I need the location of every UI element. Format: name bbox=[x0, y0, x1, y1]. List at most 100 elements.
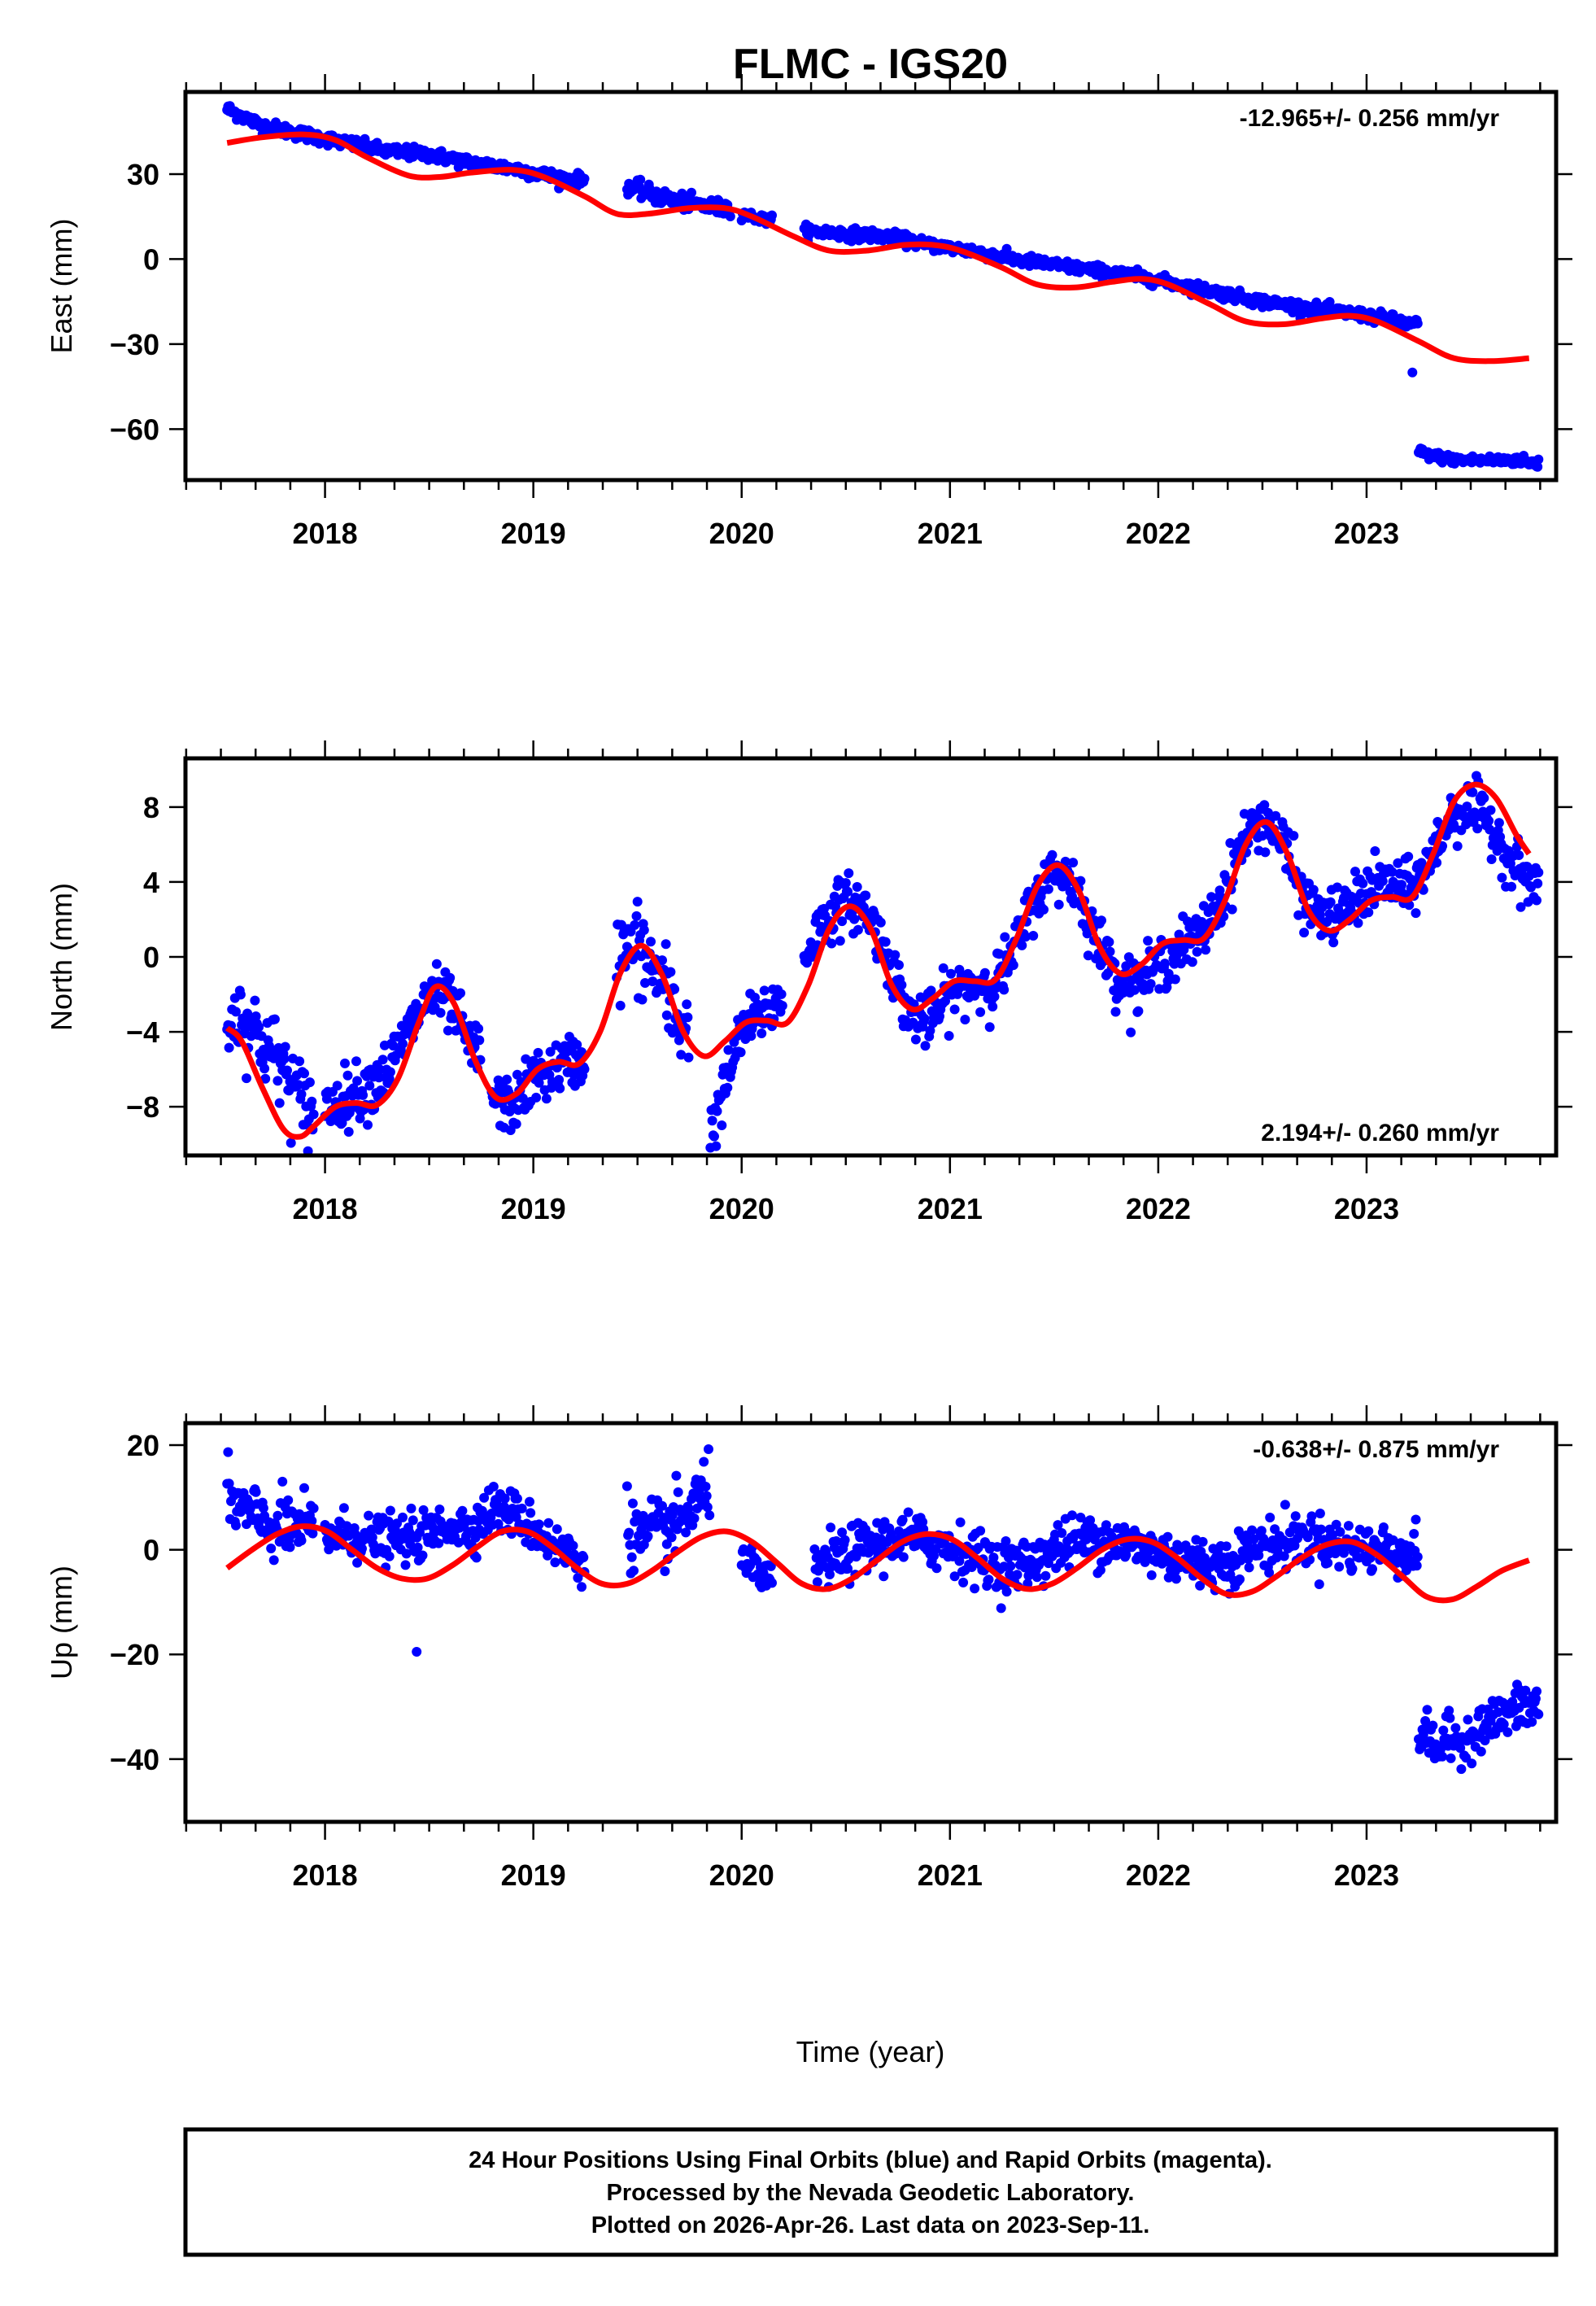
data-point bbox=[632, 897, 643, 907]
data-point bbox=[626, 1552, 637, 1562]
data-point bbox=[431, 959, 442, 969]
x-tick-label: 2020 bbox=[709, 1192, 774, 1225]
data-point bbox=[304, 1077, 315, 1088]
data-point bbox=[707, 1116, 717, 1126]
data-point bbox=[812, 1577, 822, 1588]
data-point bbox=[366, 1524, 377, 1535]
data-point bbox=[1227, 904, 1237, 915]
data-point bbox=[1001, 1587, 1012, 1597]
data-point bbox=[342, 1521, 352, 1531]
x-tick-label: 2021 bbox=[918, 517, 983, 550]
data-point bbox=[676, 1050, 687, 1060]
data-point bbox=[919, 1013, 930, 1024]
data-point bbox=[682, 999, 692, 1010]
data-point bbox=[517, 1503, 527, 1513]
data-point bbox=[1110, 1007, 1121, 1017]
data-point bbox=[242, 1073, 251, 1084]
data-point bbox=[1450, 1723, 1461, 1733]
y-tick-label: −60 bbox=[110, 413, 159, 446]
data-point bbox=[1040, 1570, 1051, 1581]
data-point bbox=[1145, 979, 1156, 989]
y-axis-label: Up (mm) bbox=[45, 1566, 78, 1679]
data-point bbox=[1507, 1697, 1518, 1707]
data-point bbox=[296, 1089, 307, 1099]
data-point bbox=[1527, 1717, 1537, 1727]
y-tick-label: −40 bbox=[110, 1743, 159, 1776]
data-point bbox=[839, 1535, 850, 1545]
data-point bbox=[273, 1076, 283, 1086]
x-tick-label: 2023 bbox=[1334, 517, 1399, 550]
data-point bbox=[1097, 915, 1106, 926]
data-point bbox=[1039, 904, 1049, 915]
data-point bbox=[1502, 1727, 1513, 1737]
x-tick-label: 2023 bbox=[1334, 1192, 1399, 1225]
data-point bbox=[1195, 1580, 1206, 1591]
data-point bbox=[231, 1007, 241, 1017]
data-point bbox=[875, 917, 886, 928]
data-point bbox=[657, 955, 667, 966]
data-point bbox=[1289, 831, 1299, 841]
data-point bbox=[299, 1068, 309, 1079]
data-point bbox=[1334, 1561, 1345, 1572]
data-point bbox=[342, 1070, 353, 1081]
x-tick-label: 2023 bbox=[1334, 1858, 1399, 1892]
data-point bbox=[1264, 1567, 1275, 1578]
data-point bbox=[363, 1120, 373, 1130]
data-point bbox=[849, 914, 860, 924]
data-point bbox=[1438, 1725, 1449, 1736]
data-point bbox=[988, 1002, 998, 1012]
x-tick-label: 2018 bbox=[293, 1858, 358, 1892]
velocity-rate-label: 2.194+/- 0.260 mm/yr bbox=[1261, 1120, 1499, 1146]
data-point bbox=[577, 1047, 587, 1057]
data-point bbox=[1432, 858, 1442, 868]
data-point bbox=[1053, 899, 1064, 910]
data-point bbox=[259, 1063, 270, 1074]
data-point bbox=[712, 1106, 722, 1116]
data-point bbox=[552, 1524, 562, 1535]
data-point bbox=[687, 187, 696, 198]
data-point bbox=[709, 1131, 719, 1142]
data-point bbox=[890, 950, 900, 960]
data-point bbox=[1170, 974, 1180, 985]
data-point bbox=[910, 1034, 921, 1045]
data-point bbox=[689, 1513, 700, 1523]
data-point bbox=[646, 937, 656, 947]
data-point bbox=[631, 911, 642, 921]
data-point bbox=[435, 1007, 446, 1018]
data-point bbox=[1444, 1705, 1454, 1716]
data-point bbox=[776, 989, 787, 999]
data-point bbox=[1001, 1536, 1011, 1546]
data-point bbox=[826, 938, 837, 949]
data-point bbox=[702, 1502, 713, 1513]
data-point bbox=[879, 1571, 889, 1582]
data-point bbox=[384, 1551, 395, 1561]
x-tick-label: 2018 bbox=[293, 1192, 358, 1225]
data-point bbox=[837, 1527, 848, 1538]
data-point bbox=[711, 1141, 722, 1151]
data-point bbox=[897, 1514, 908, 1525]
data-point bbox=[1201, 945, 1211, 955]
data-point bbox=[251, 1011, 261, 1021]
data-point bbox=[1412, 1552, 1423, 1562]
data-point bbox=[385, 1505, 395, 1516]
data-point bbox=[308, 1109, 319, 1120]
data-point bbox=[1053, 1520, 1063, 1531]
data-point bbox=[579, 1064, 590, 1074]
data-point bbox=[1407, 367, 1418, 378]
plot-area bbox=[222, 101, 1544, 472]
data-point bbox=[486, 1509, 497, 1518]
data-point bbox=[1280, 1500, 1290, 1510]
data-point bbox=[975, 1007, 986, 1017]
data-point bbox=[704, 1444, 713, 1454]
data-point bbox=[1235, 1574, 1245, 1584]
data-point bbox=[280, 1042, 290, 1052]
data-point bbox=[531, 1092, 542, 1103]
data-point bbox=[1484, 815, 1494, 826]
data-point bbox=[1520, 1685, 1531, 1696]
data-point bbox=[683, 1052, 694, 1063]
plot-frame bbox=[183, 1421, 1559, 1824]
data-point bbox=[1331, 1519, 1341, 1530]
data-point bbox=[1206, 892, 1217, 902]
data-point bbox=[872, 1518, 883, 1528]
x-tick-label: 2019 bbox=[501, 517, 566, 550]
